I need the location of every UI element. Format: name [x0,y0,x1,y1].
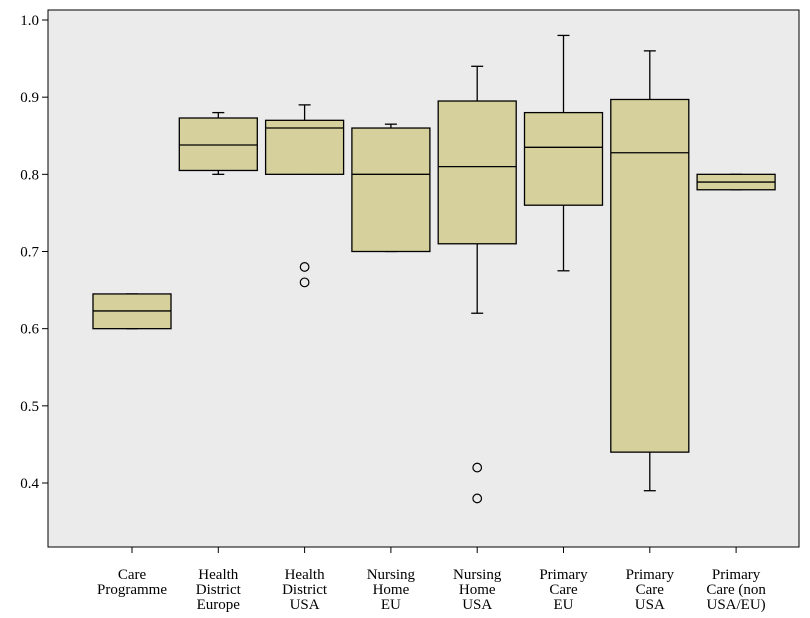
y-tick-label: 0.8 [20,167,39,183]
box-health-district-usa [264,104,345,288]
category-label: Home [459,582,496,598]
category-label: USA [290,597,320,613]
outlier-point [299,277,310,288]
category-label: Programme [97,582,167,598]
box-health-district-europe [178,111,258,175]
category-label: EU [554,597,574,613]
box-iqr [610,98,690,453]
box-iqr [523,111,604,206]
box-iqr [264,119,345,175]
category-label: Primary [539,567,588,583]
box-iqr [437,100,517,245]
box-nursing-home-eu [351,123,431,253]
category-label: USA/EU) [707,597,766,613]
category-label: Nursing [367,567,416,583]
box-nursing-home-usa [437,65,517,504]
box-primary-care-eu [523,34,604,272]
category-label: Health [198,567,238,583]
box-iqr [178,117,258,172]
box-primary-care-usa [610,50,690,492]
y-tick-label: 0.6 [20,322,39,338]
category-label: Care [636,582,665,598]
y-tick-label: 0.7 [20,245,39,261]
category-label: District [196,582,242,598]
category-label: District [282,582,328,598]
box-primary-care-non-usa-eu [696,173,776,191]
boxes-group [92,34,776,504]
outlier-point [472,493,483,504]
y-tick-label: 0.4 [20,476,39,492]
y-tick-label: 1.0 [20,13,39,29]
category-label: Care (non [706,582,766,598]
box-iqr [351,127,431,253]
outlier-point [299,262,310,272]
category-label: USA [635,597,665,613]
category-label: Primary [712,567,761,583]
box-care-programme [92,293,172,330]
y-tick-label: 0.5 [20,399,39,415]
category-label: Europe [197,597,241,613]
outlier-point [472,462,483,473]
category-label: Care [118,567,147,583]
category-label: USA [462,597,492,613]
category-label: Nursing [453,567,502,583]
category-label: Care [549,582,578,598]
category-label: Primary [626,567,675,583]
category-label: Home [373,582,410,598]
category-label: Health [285,567,325,583]
x-axis-categories: CareProgrammeHealthDistrictEuropeHealthD… [97,547,766,613]
y-tick-label: 0.9 [20,90,39,106]
category-label: EU [381,597,401,613]
y-axis: 0.4 0.5 0.6 0.7 0.8 0.9 1.0 [20,13,48,492]
